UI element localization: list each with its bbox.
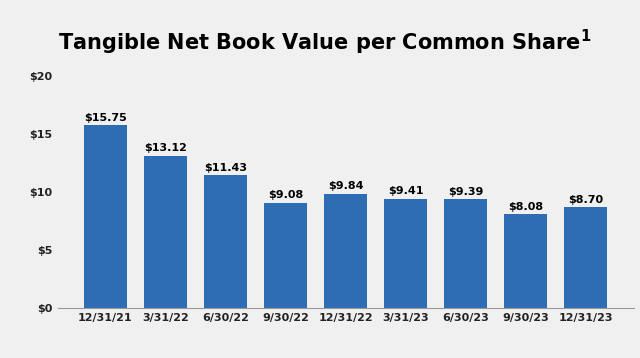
Text: $13.12: $13.12 bbox=[144, 144, 187, 154]
Bar bbox=[204, 175, 247, 308]
Bar bbox=[324, 194, 367, 308]
Bar bbox=[504, 214, 547, 308]
Text: $9.41: $9.41 bbox=[388, 187, 424, 197]
Bar bbox=[144, 156, 187, 308]
Text: $9.84: $9.84 bbox=[328, 182, 364, 192]
Bar bbox=[84, 125, 127, 308]
Text: $15.75: $15.75 bbox=[84, 113, 127, 123]
Bar bbox=[444, 199, 487, 308]
Bar bbox=[264, 203, 307, 308]
Text: $8.08: $8.08 bbox=[508, 202, 543, 212]
Bar bbox=[564, 207, 607, 308]
Text: $9.39: $9.39 bbox=[448, 187, 483, 197]
Text: $9.08: $9.08 bbox=[268, 190, 303, 200]
Text: Tangible Net Book Value per Common Share$^{\mathbf{1}}$: Tangible Net Book Value per Common Share… bbox=[58, 28, 591, 57]
Bar bbox=[384, 199, 428, 308]
Text: $8.70: $8.70 bbox=[568, 195, 604, 205]
Text: $11.43: $11.43 bbox=[204, 163, 247, 173]
